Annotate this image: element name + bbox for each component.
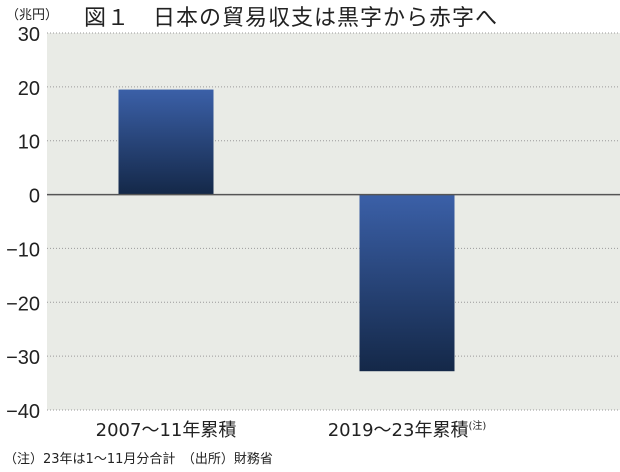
bar bbox=[359, 194, 455, 372]
y-tick-label: −10 bbox=[6, 239, 40, 261]
y-tick-label: −20 bbox=[6, 293, 40, 315]
x-tick-label: 2007〜11年累積 bbox=[95, 420, 237, 441]
y-tick-label: 10 bbox=[18, 132, 40, 154]
x-tick-label: 2019〜23年累積(注) bbox=[327, 420, 487, 441]
y-tick-label: −30 bbox=[6, 347, 40, 369]
footnote: （注）23年は1〜11月分合計 （出所）財務省 bbox=[4, 452, 273, 467]
y-axis-unit-label: （兆円） bbox=[6, 8, 59, 23]
bar bbox=[118, 89, 214, 195]
y-tick-label: 30 bbox=[18, 24, 40, 46]
chart-title: 図１ 日本の貿易収支は黒字から赤字へ bbox=[84, 6, 499, 31]
y-tick-label: 20 bbox=[18, 78, 40, 100]
y-tick-label: 0 bbox=[29, 186, 40, 208]
y-tick-label: −40 bbox=[6, 401, 40, 423]
